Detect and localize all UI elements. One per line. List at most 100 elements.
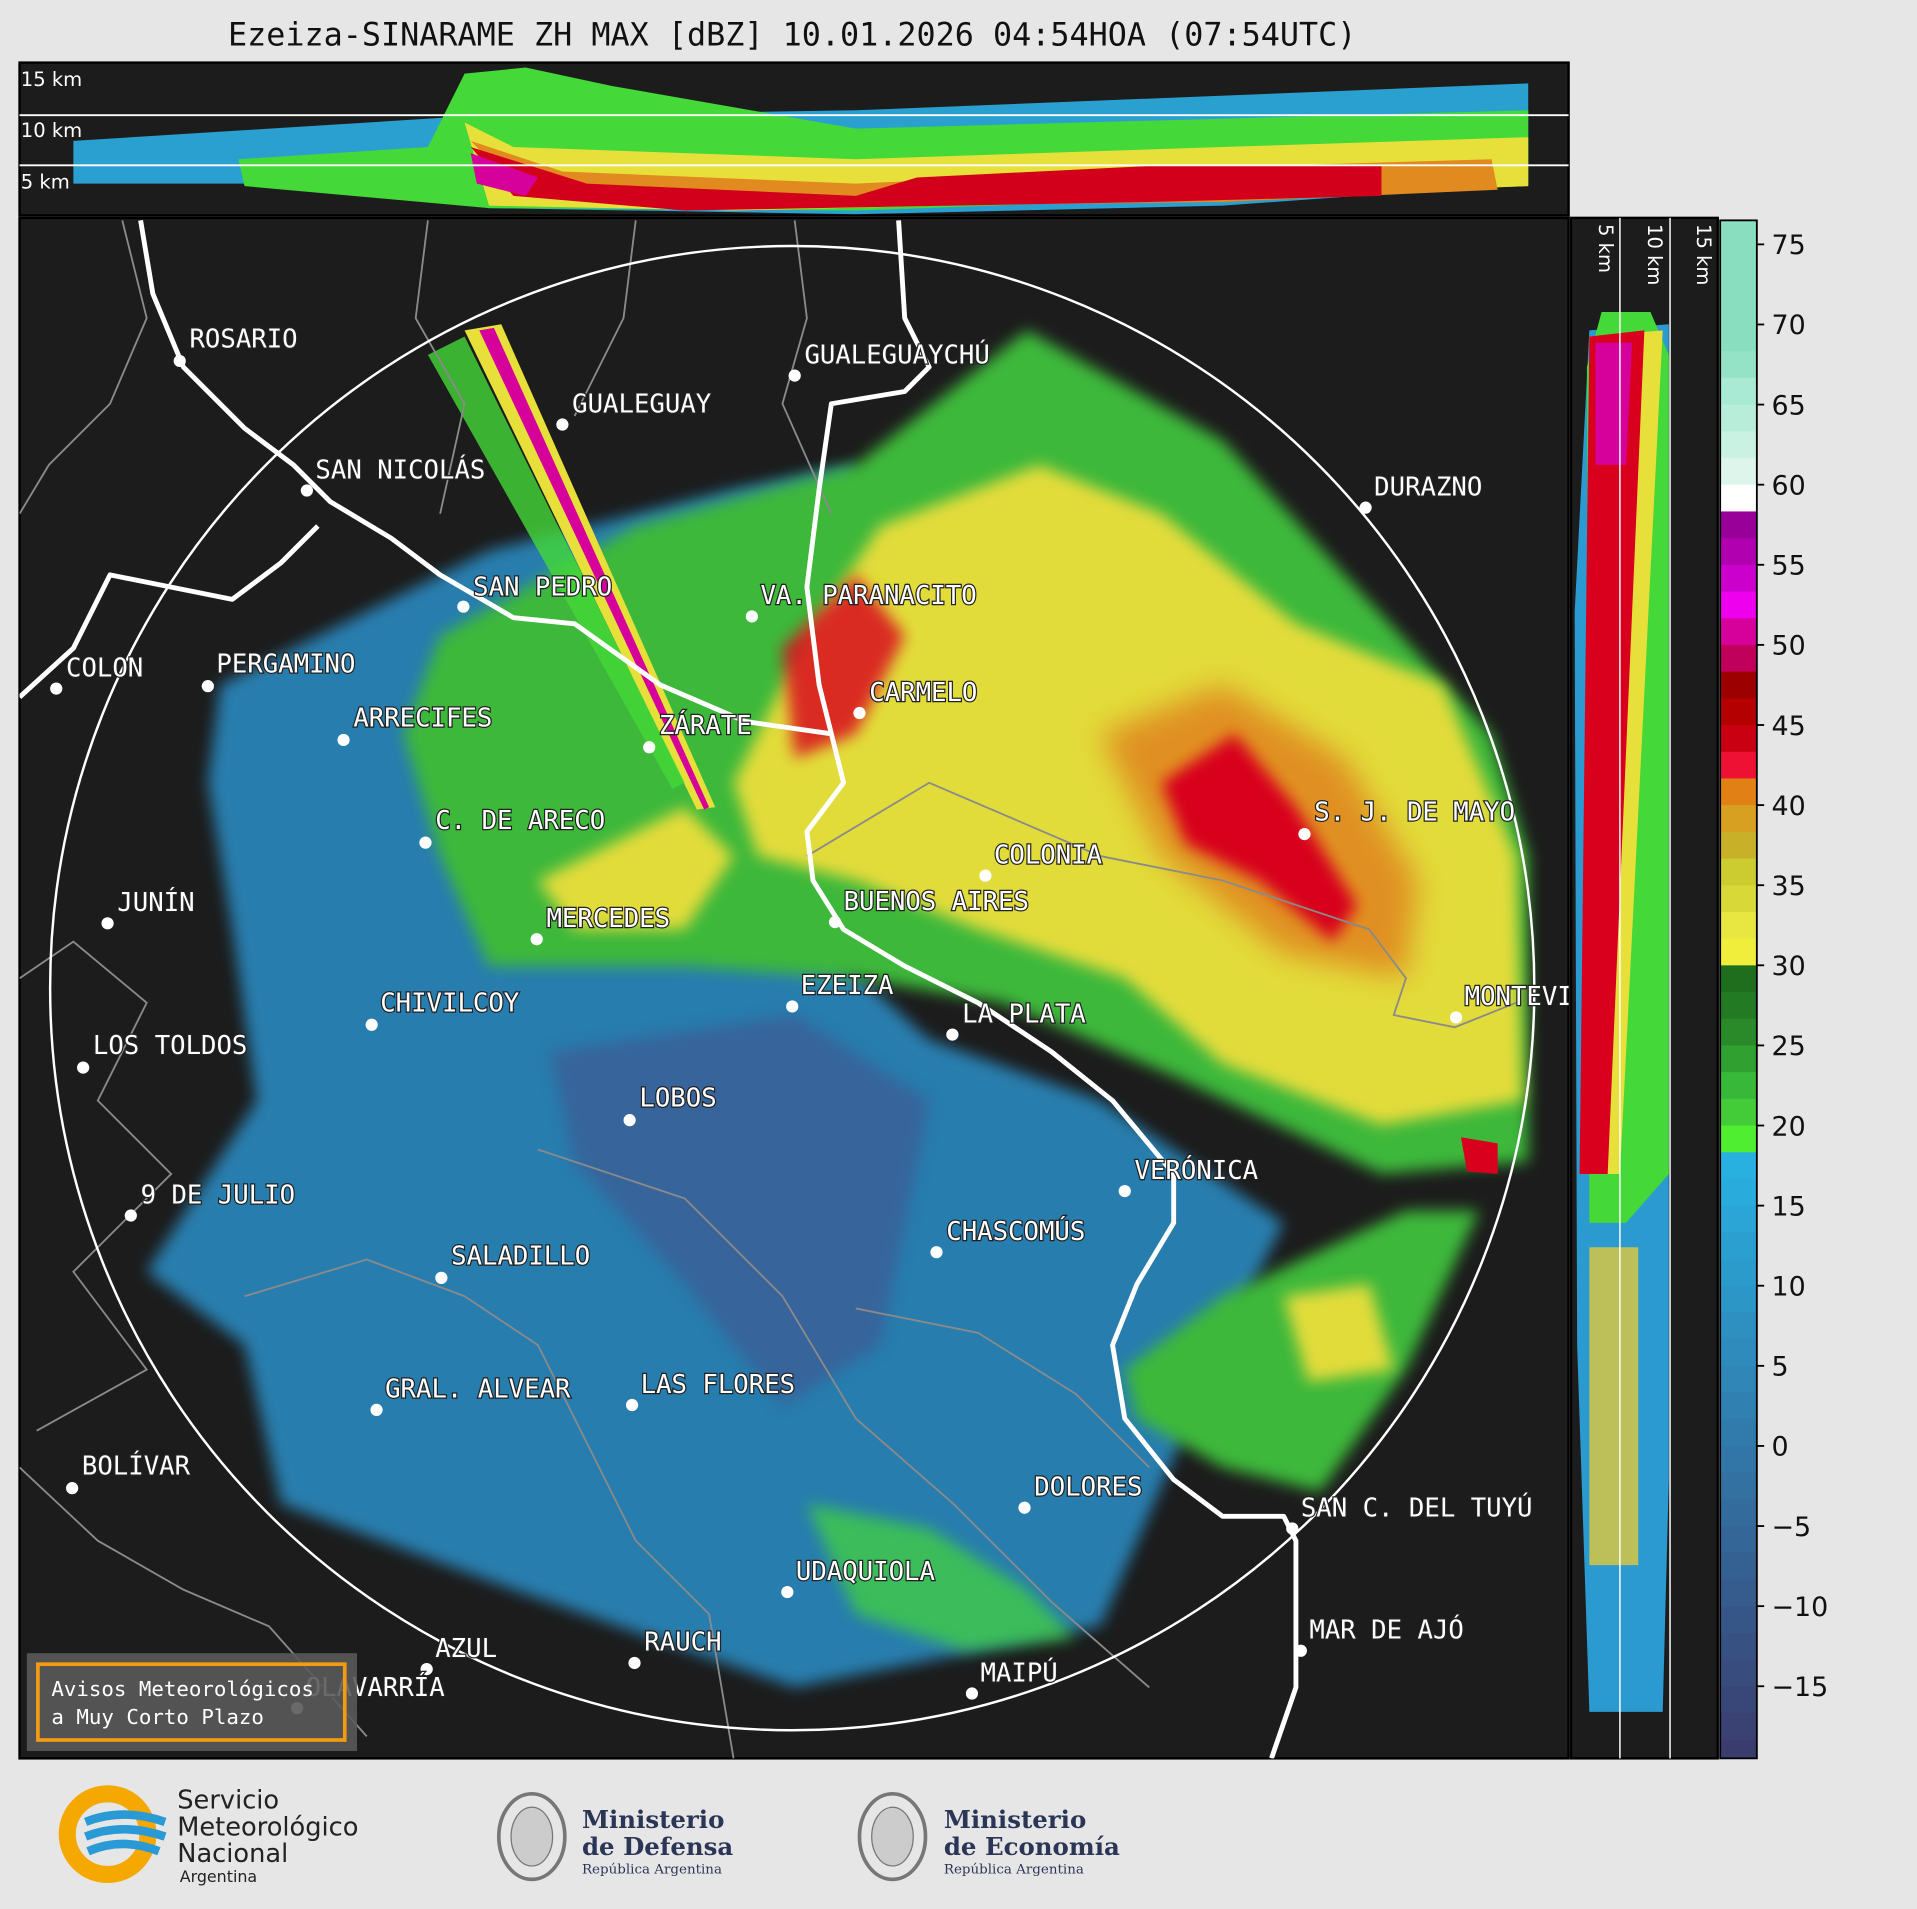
city-marker: LA PLATA: [946, 998, 1087, 1041]
colorbar-band: [1720, 1018, 1757, 1047]
city-marker: S. J. DE MAYO: [1298, 796, 1516, 841]
colorbar-tick-label: 45: [1772, 711, 1806, 742]
city-marker: RAUCH: [628, 1627, 723, 1670]
city-label: SAN C. DEL TUYÚ: [1301, 1491, 1533, 1523]
colorbar-tick-label: 5: [1772, 1352, 1789, 1383]
city-label: COLON: [66, 653, 143, 683]
alert-box[interactable]: Avisos Meteorológicos a Muy Corto Plazo: [26, 1653, 357, 1752]
range-ring: [48, 244, 1536, 1732]
colorbar-tick-label: 70: [1772, 310, 1806, 341]
coat-of-arms-icon: [857, 1791, 928, 1882]
colorbar-band: [1720, 1392, 1757, 1420]
city-label: S. J. DE MAYO: [1314, 798, 1515, 828]
colorbar-band: [1720, 885, 1757, 913]
colorbar-band: [1720, 1739, 1757, 1759]
colorbar-tick-label: 30: [1772, 951, 1806, 982]
city-dot-icon: [1286, 1522, 1299, 1535]
city-label: LAS FLORES: [641, 1370, 795, 1400]
colorbar-tick-label: 10: [1772, 1272, 1806, 1303]
city-label: MAR DE AJÓ: [1309, 1614, 1463, 1646]
city-dot-icon: [101, 917, 114, 930]
city-dot-icon: [1449, 1011, 1463, 1024]
side-cross-section-panel: 5 km 10 km 15 km: [1569, 216, 1719, 1760]
city-label: CARMELO: [869, 678, 977, 708]
colorbar-band: [1720, 1072, 1757, 1100]
city-label: ROSARIO: [189, 324, 297, 354]
colorbar-band: [1720, 831, 1757, 860]
colorbar-tick-label: −15: [1772, 1672, 1829, 1703]
defensa-text-2: de Defensa: [582, 1832, 733, 1861]
colorbar-band: [1720, 1579, 1757, 1607]
colorbar-band: [1720, 1285, 1757, 1314]
colorbar-band: [1720, 351, 1757, 379]
colorbar-tick-label: 35: [1772, 871, 1806, 902]
colorbar-band: [1720, 992, 1757, 1020]
colorbar-band: [1720, 1339, 1757, 1367]
city-dot-icon: [530, 933, 543, 946]
city-label: GUALEGUAYCHÚ: [804, 338, 989, 370]
city-marker: EZEIZA: [786, 970, 895, 1013]
city-dot-icon: [66, 1482, 79, 1495]
radar-map[interactable]: ROSARIO GUALEGUAYCHÚ GUALEGUAY SAN NICOLÁS D…: [18, 216, 1620, 1760]
radar-echoes: [146, 324, 1529, 1688]
province-boundaries: [19, 220, 1517, 1759]
city-label: 9 DE JULIO: [141, 1180, 295, 1210]
city-label: RAUCH: [644, 1628, 721, 1658]
city-markers: ROSARIO GUALEGUAYCHÚ GUALEGUAY SAN NICOLÁS D…: [50, 323, 1569, 1715]
economia-text-2: de Economía: [944, 1832, 1120, 1861]
city-marker: GRAL. ALVEAR: [370, 1373, 572, 1417]
city-label: VA. PARANACITO: [760, 581, 976, 611]
side-height-label-10km: 10 km: [1643, 224, 1666, 285]
city-label: CHIVILCOY: [380, 988, 519, 1018]
colorbar-tick-label: 60: [1772, 470, 1806, 501]
alert-line-1: Avisos Meteorológicos: [51, 1677, 314, 1701]
city-dot-icon: [828, 915, 842, 929]
city-dot-icon: [1118, 1184, 1131, 1198]
city-dot-icon: [643, 741, 656, 754]
city-dot-icon: [965, 1687, 979, 1700]
colorbar-band: [1720, 938, 1757, 966]
city-label: DURAZNO: [1374, 472, 1482, 502]
city-label: C. DE ARECO: [435, 806, 605, 836]
city-marker: COLON: [50, 652, 144, 695]
colorbar-tick-label: 50: [1772, 631, 1806, 662]
city-dot-icon: [946, 1028, 959, 1041]
city-marker: SAN PEDRO: [457, 571, 613, 613]
city-marker: CHIVILCOY: [365, 987, 520, 1031]
city-label: BUENOS AIRES: [844, 887, 1029, 917]
colorbar-band: [1720, 618, 1757, 646]
colorbar-band: [1720, 484, 1757, 513]
city-label: GUALEGUAY: [572, 389, 711, 419]
city-marker: LOBOS: [623, 1082, 718, 1127]
city-marker: SALADILLO: [435, 1240, 591, 1284]
colorbar-band: [1720, 1552, 1757, 1581]
economia-text-1: Ministerio: [944, 1805, 1086, 1834]
colorbar-tick-label: 75: [1772, 230, 1806, 261]
colorbar-band: [1720, 1686, 1757, 1714]
city-marker: DOLORES: [1018, 1471, 1144, 1514]
city-dot-icon: [457, 600, 470, 613]
city-marker: BOLÍVAR: [66, 1448, 192, 1495]
colorbar-tick-label: 25: [1772, 1031, 1806, 1062]
city-label: MERCEDES: [546, 904, 670, 934]
city-marker: ROSARIO: [173, 323, 299, 368]
smn-text-2: Meteorológico: [177, 1812, 358, 1842]
city-dot-icon: [337, 733, 350, 747]
city-label: SAN NICOLÁS: [315, 453, 485, 485]
colorbar-band: [1720, 911, 1757, 940]
smn-text-3: Nacional: [177, 1839, 288, 1869]
city-dot-icon: [979, 869, 992, 882]
colorbar-band: [1720, 591, 1757, 619]
figure-title: Ezeiza-SINARAME ZH MAX [dBZ] 10.01.2026 …: [228, 18, 1356, 54]
city-dot-icon: [435, 1271, 448, 1284]
city-marker: MONTEVIDEO: [1449, 981, 1569, 1024]
city-marker: SAN NICOLÁS: [300, 452, 487, 497]
colorbar-band: [1720, 538, 1757, 566]
colorbar-band: [1720, 1659, 1757, 1687]
city-label: DOLORES: [1034, 1472, 1142, 1502]
colorbar-band: [1720, 564, 1757, 593]
economia-logo: Ministerio de Economía República Argenti…: [857, 1791, 1120, 1882]
city-dot-icon: [77, 1061, 90, 1074]
coastline-rivers: [19, 219, 1299, 1759]
